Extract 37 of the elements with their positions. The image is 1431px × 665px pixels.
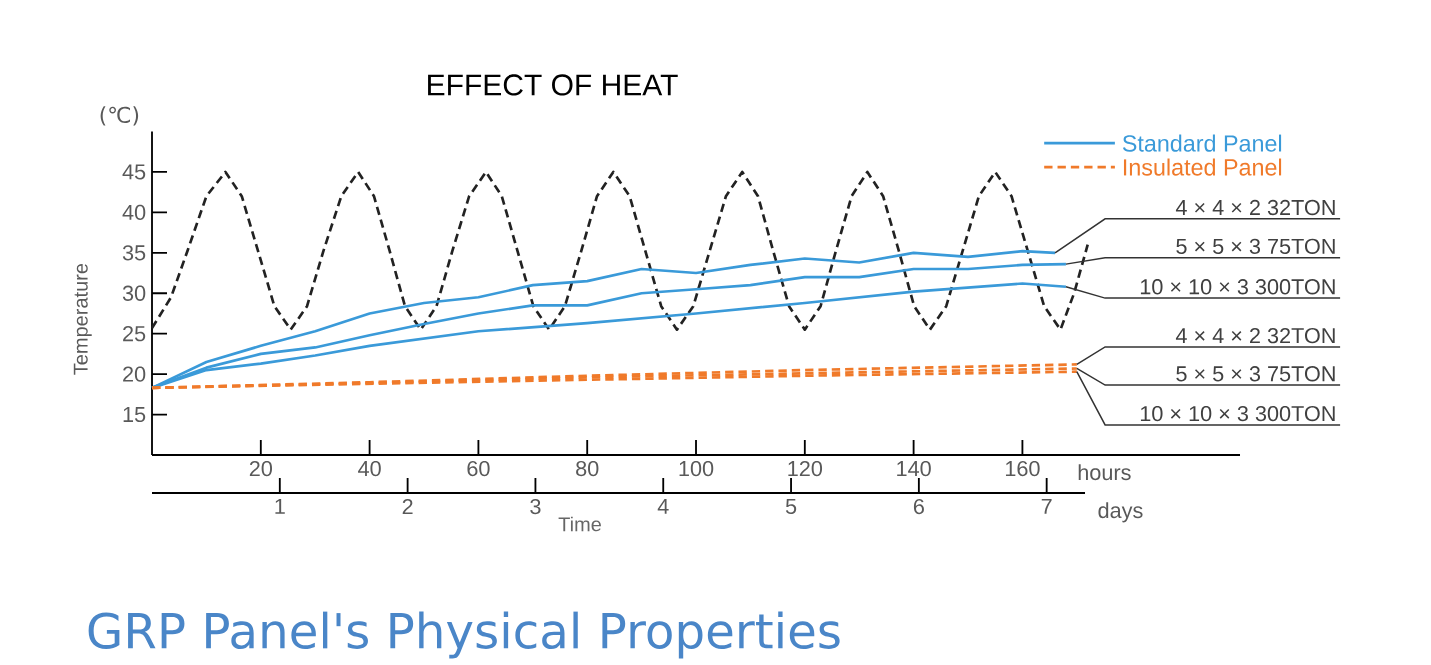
- y-tick-label: 25: [123, 326, 146, 342]
- x2-tick-label: 4: [657, 498, 669, 514]
- text: Time: [558, 516, 601, 532]
- annotation: Insulated Panel: [1123, 158, 1282, 176]
- x2-tick-label: 6: [913, 498, 924, 515]
- text: 4 × 4 × 2 32TON: [1175, 199, 1335, 216]
- x-tick-label: 140: [897, 460, 931, 477]
- x-tick-label: 120: [788, 460, 823, 477]
- y-tick-label: 15: [123, 407, 146, 423]
- x-axis-title: hours: [1078, 464, 1131, 481]
- y-axis-title: Temperature: [73, 263, 92, 375]
- x2-tick-label: 3: [530, 498, 541, 515]
- x-tick-label: 160: [1005, 460, 1040, 477]
- y-tick-label: 45: [122, 164, 146, 180]
- x-tick-label: 80: [576, 460, 599, 477]
- x-tick-label: 60: [467, 460, 490, 477]
- text: (℃): [100, 106, 139, 126]
- y-tick-label: 30: [122, 285, 146, 301]
- y-tick-label: 35: [122, 245, 146, 261]
- x2-tick-label: 5: [785, 498, 797, 514]
- text: 10 × 10 × 3 300TON: [1140, 279, 1335, 295]
- text: 5 × 5 × 3 75TON: [1176, 238, 1335, 254]
- x2-tick-label: 7: [1041, 498, 1052, 514]
- x2-axis-title: days: [1098, 502, 1143, 523]
- y-tick-label: 40: [122, 204, 146, 221]
- chart-title: EFFECT OF HEAT: [428, 74, 678, 96]
- text: 10 × 10 × 3 300TON: [1140, 405, 1335, 422]
- x-tick-label: 20: [249, 460, 273, 477]
- annotation: Standard Panel: [1122, 134, 1282, 152]
- x-tick-label: 100: [679, 460, 714, 477]
- x2-tick-label: 1: [275, 498, 285, 514]
- x-tick-label: 40: [358, 460, 381, 477]
- text: 5 × 5 × 3 75TON: [1176, 366, 1335, 382]
- x2-tick-label: 2: [402, 498, 413, 515]
- y-tick-label: 20: [123, 366, 146, 382]
- text: GRP Panel's Physical Properties: [88, 611, 840, 659]
- text: 4 × 4 × 2 32TON: [1175, 327, 1335, 344]
